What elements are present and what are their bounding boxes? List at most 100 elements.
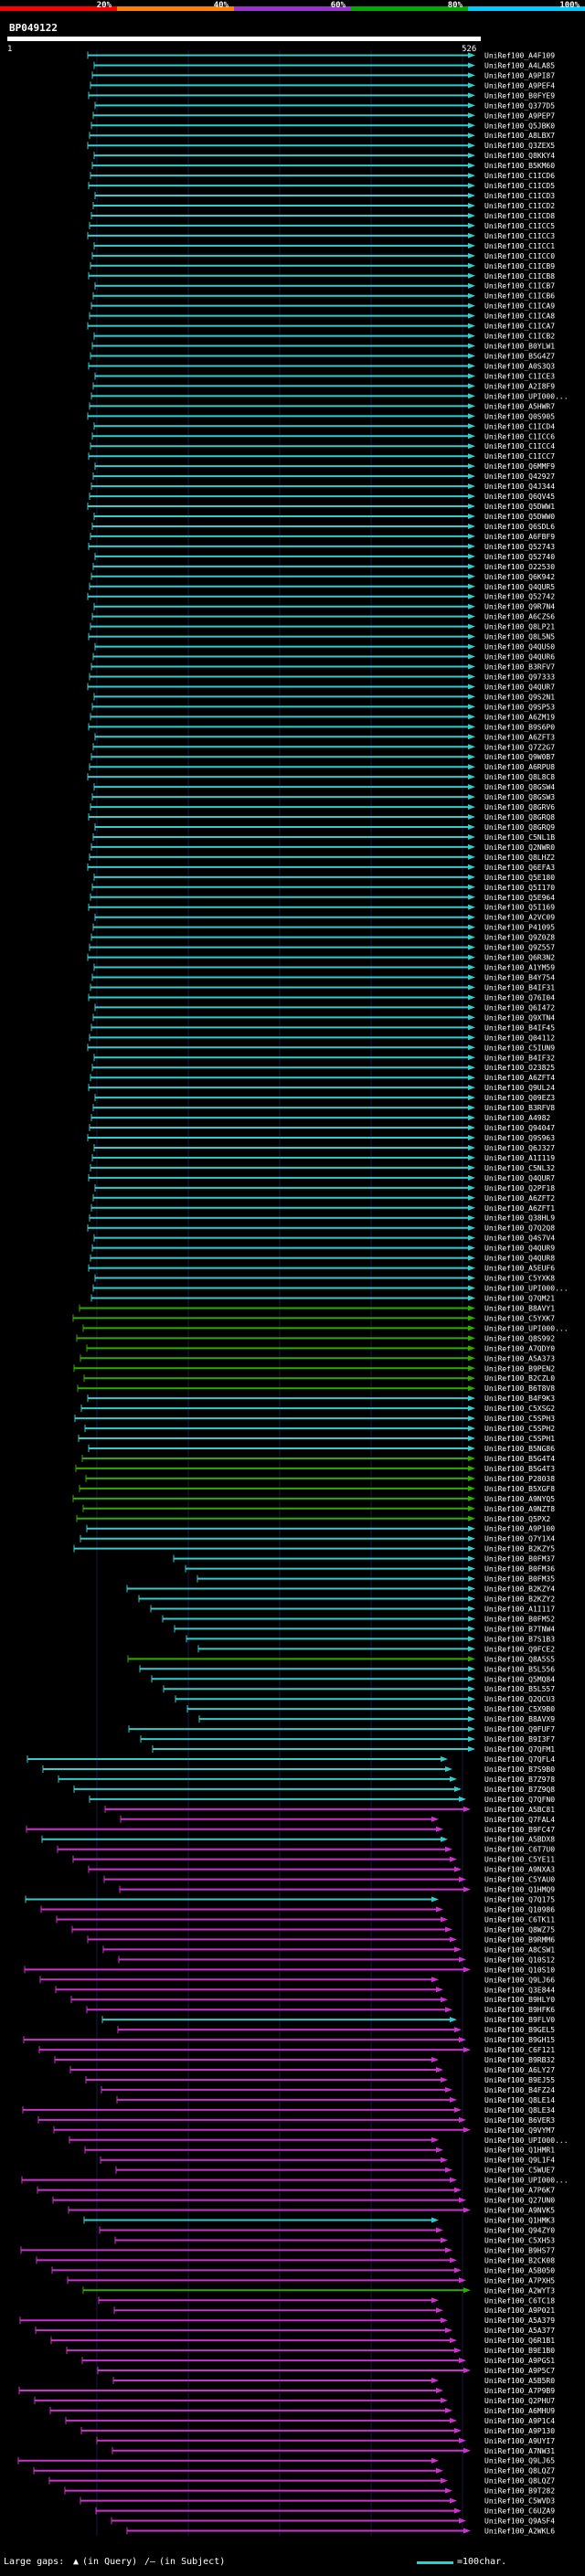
hit-row[interactable]: UniRef100_Q6SDL6 (91, 522, 555, 531)
hit-row[interactable]: UniRef100_A7QDY0 (86, 1344, 555, 1352)
hit-row[interactable]: UniRef100_B9FLV0 (101, 2016, 555, 2024)
hit-row[interactable]: UniRef100_Q9R7N4 (93, 602, 555, 611)
hit-label[interactable]: UniRef100_Q9FUF7 (484, 1725, 555, 1733)
hit-row[interactable]: UniRef100_Q5DWW0 (93, 513, 555, 521)
hit-row[interactable]: UniRef100_Q9FCE2 (197, 1645, 555, 1653)
hit-label[interactable]: UniRef100_Q9S2N1 (484, 693, 555, 701)
hit-row[interactable]: UniRef100_Q9SP53 (91, 703, 555, 711)
hit-label[interactable]: UniRef100_Q8L5N5 (484, 633, 555, 641)
hit-label[interactable]: UniRef100_B9GH15 (484, 2036, 555, 2044)
hit-row[interactable]: UniRef100_Q94ZY0 (99, 2226, 555, 2234)
hit-row[interactable]: UniRef100_Q4S7V4 (93, 1234, 555, 1243)
hit-row[interactable]: UniRef100_Q10S12 (118, 1956, 555, 1964)
hit-label[interactable]: UniRef100_Q04112 (484, 1034, 555, 1042)
hit-label[interactable]: UniRef100_B5KM60 (484, 162, 555, 170)
hit-row[interactable]: UniRef100_C5IUN9 (87, 1044, 555, 1052)
hit-label[interactable]: UniRef100_C5XH53 (484, 2236, 555, 2244)
hit-row[interactable]: UniRef100_A2WKL6 (126, 2527, 555, 2536)
hit-label[interactable]: UniRef100_Q2PHU7 (484, 2397, 555, 2405)
hit-label[interactable]: UniRef100_O22530 (484, 563, 555, 571)
hit-row[interactable]: UniRef100_C1ICA9 (90, 302, 555, 311)
hit-row[interactable]: UniRef100_A9UYI7 (96, 2436, 555, 2445)
hit-label[interactable]: UniRef100_B5XGF8 (484, 1485, 555, 1493)
hit-label[interactable]: UniRef100_P28038 (484, 1475, 555, 1483)
hit-row[interactable]: UniRef100_C5WUE7 (115, 2166, 555, 2175)
hit-label[interactable]: UniRef100_A6ZM19 (484, 713, 555, 721)
hit-row[interactable]: UniRef100_UPI000... (92, 1284, 569, 1293)
hit-label[interactable]: UniRef100_Q8GRQ8 (484, 813, 555, 822)
hit-label[interactable]: UniRef100_B4FZ24 (484, 2086, 555, 2094)
hit-row[interactable]: UniRef100_B3RFV8 (92, 1104, 555, 1112)
hit-label[interactable]: UniRef100_Q5JBK0 (484, 122, 555, 130)
hit-label[interactable]: UniRef100_C5X9B0 (484, 1705, 555, 1713)
hit-row[interactable]: UniRef100_Q8GSW3 (91, 793, 555, 801)
hit-row[interactable]: UniRef100_Q3E844 (55, 1986, 555, 1994)
hit-label[interactable]: UniRef100_C5SPH3 (484, 1415, 555, 1423)
hit-row[interactable]: UniRef100_Q8GSW4 (93, 783, 555, 791)
hit-row[interactable]: UniRef100_Q4QUR8 (90, 1254, 555, 1263)
hit-label[interactable]: UniRef100_A6CZS6 (484, 613, 555, 621)
hit-label[interactable]: UniRef100_Q7QFL4 (484, 1755, 555, 1764)
hit-row[interactable]: UniRef100_UPI000... (21, 2176, 569, 2185)
hit-label[interactable]: UniRef100_A6MHU9 (484, 2407, 555, 2415)
hit-row[interactable]: UniRef100_C1ICC4 (90, 442, 555, 451)
hit-row[interactable]: UniRef100_A1I117 (150, 1605, 555, 1613)
hit-row[interactable]: UniRef100_Q2QCU3 (175, 1695, 555, 1703)
hit-label[interactable]: UniRef100_Q1HMK3 (484, 2217, 555, 2225)
hit-row[interactable]: UniRef100_C5SPH2 (84, 1425, 555, 1433)
hit-row[interactable]: UniRef100_B4IF45 (90, 1023, 555, 1032)
hit-label[interactable]: UniRef100_Q4QUR7 (484, 683, 555, 691)
hit-row[interactable]: UniRef100_B9RMM6 (87, 1935, 555, 1944)
hit-row[interactable]: UniRef100_Q4QUR7 (88, 1173, 555, 1182)
hit-row[interactable]: UniRef100_B7S1B3 (186, 1635, 555, 1643)
hit-label[interactable]: UniRef100_Q94047 (484, 1124, 555, 1132)
hit-label[interactable]: UniRef100_Q8GSW4 (484, 783, 555, 791)
hit-row[interactable]: UniRef100_Q5JBK0 (90, 122, 555, 130)
hit-label[interactable]: UniRef100_Q2QCU3 (484, 1695, 555, 1703)
hit-label[interactable]: UniRef100_A0S3Q3 (484, 362, 555, 370)
hit-label[interactable]: UniRef100_B4IF31 (484, 983, 555, 991)
hit-label[interactable]: UniRef100_Q5DWW0 (484, 513, 555, 521)
hit-row[interactable]: UniRef100_Q377D5 (94, 101, 555, 110)
hit-row[interactable]: UniRef100_B5KM60 (91, 162, 555, 170)
hit-label[interactable]: UniRef100_C1ICD4 (484, 422, 555, 430)
hit-row[interactable]: UniRef100_B4IF32 (93, 1054, 555, 1062)
hit-row[interactable]: UniRef100_B4F9K3 (87, 1394, 555, 1403)
hit-label[interactable]: UniRef100_Q4QUR8 (484, 1255, 555, 1263)
hit-row[interactable]: UniRef100_C1ICB9 (90, 261, 555, 270)
hit-row[interactable]: UniRef100_C5NL1B (92, 832, 555, 842)
hit-row[interactable]: UniRef100_Q5E180 (93, 873, 555, 882)
hit-label[interactable]: UniRef100_B9HFK6 (484, 2006, 555, 2014)
hit-label[interactable]: UniRef100_A5A373 (484, 1354, 555, 1362)
hit-row[interactable]: UniRef100_Q9FUF7 (128, 1725, 555, 1733)
hit-label[interactable]: UniRef100_B5L556 (484, 1665, 555, 1673)
hit-label[interactable]: UniRef100_B7S1B3 (484, 1635, 555, 1643)
hit-row[interactable]: UniRef100_B9E1B0 (66, 2347, 555, 2355)
hit-label[interactable]: UniRef100_A5B5R0 (484, 2377, 555, 2385)
hit-row[interactable]: UniRef100_Q8KKY4 (93, 152, 555, 160)
hit-row[interactable]: UniRef100_B5NG86 (88, 1445, 555, 1453)
hit-row[interactable]: UniRef100_C1ICB7 (94, 281, 555, 291)
hit-label[interactable]: UniRef100_A7PXH5 (484, 2276, 555, 2284)
hit-row[interactable]: UniRef100_A6MHU9 (49, 2406, 555, 2415)
hit-label[interactable]: UniRef100_A9NVK5 (484, 2207, 555, 2215)
hit-row[interactable]: UniRef100_Q6R1B1 (50, 2337, 555, 2345)
hit-label[interactable]: UniRef100_UPI000... (484, 392, 569, 400)
hit-label[interactable]: UniRef100_Q8LHZ2 (484, 853, 555, 862)
hit-label[interactable]: UniRef100_A2VC09 (484, 914, 555, 922)
hit-row[interactable]: UniRef100_Q04112 (89, 1034, 555, 1042)
hit-label[interactable]: UniRef100_A5BC81 (484, 1806, 555, 1814)
hit-label[interactable]: UniRef100_A1I117 (484, 1605, 555, 1613)
hit-row[interactable]: UniRef100_P28038 (85, 1474, 555, 1483)
hit-row[interactable]: UniRef100_A9NXA3 (88, 1865, 555, 1874)
hit-row[interactable]: UniRef100_Q6MMF9 (94, 462, 555, 471)
hit-label[interactable]: UniRef100_Q6I472 (484, 1003, 555, 1012)
hit-row[interactable]: UniRef100_Q8L5N5 (88, 632, 555, 641)
hit-label[interactable]: UniRef100_B9S6P0 (484, 723, 555, 731)
hit-label[interactable]: UniRef100_Q6R3N2 (484, 954, 555, 962)
hit-row[interactable]: UniRef100_C6UZA9 (95, 2507, 555, 2516)
hit-label[interactable]: UniRef100_Q7Z2G7 (484, 743, 555, 751)
hit-row[interactable]: UniRef100_Q2PF18 (94, 1183, 555, 1193)
hit-label[interactable]: UniRef100_C5NL32 (484, 1164, 555, 1172)
hit-row[interactable]: UniRef100_Q0S905 (87, 412, 555, 420)
